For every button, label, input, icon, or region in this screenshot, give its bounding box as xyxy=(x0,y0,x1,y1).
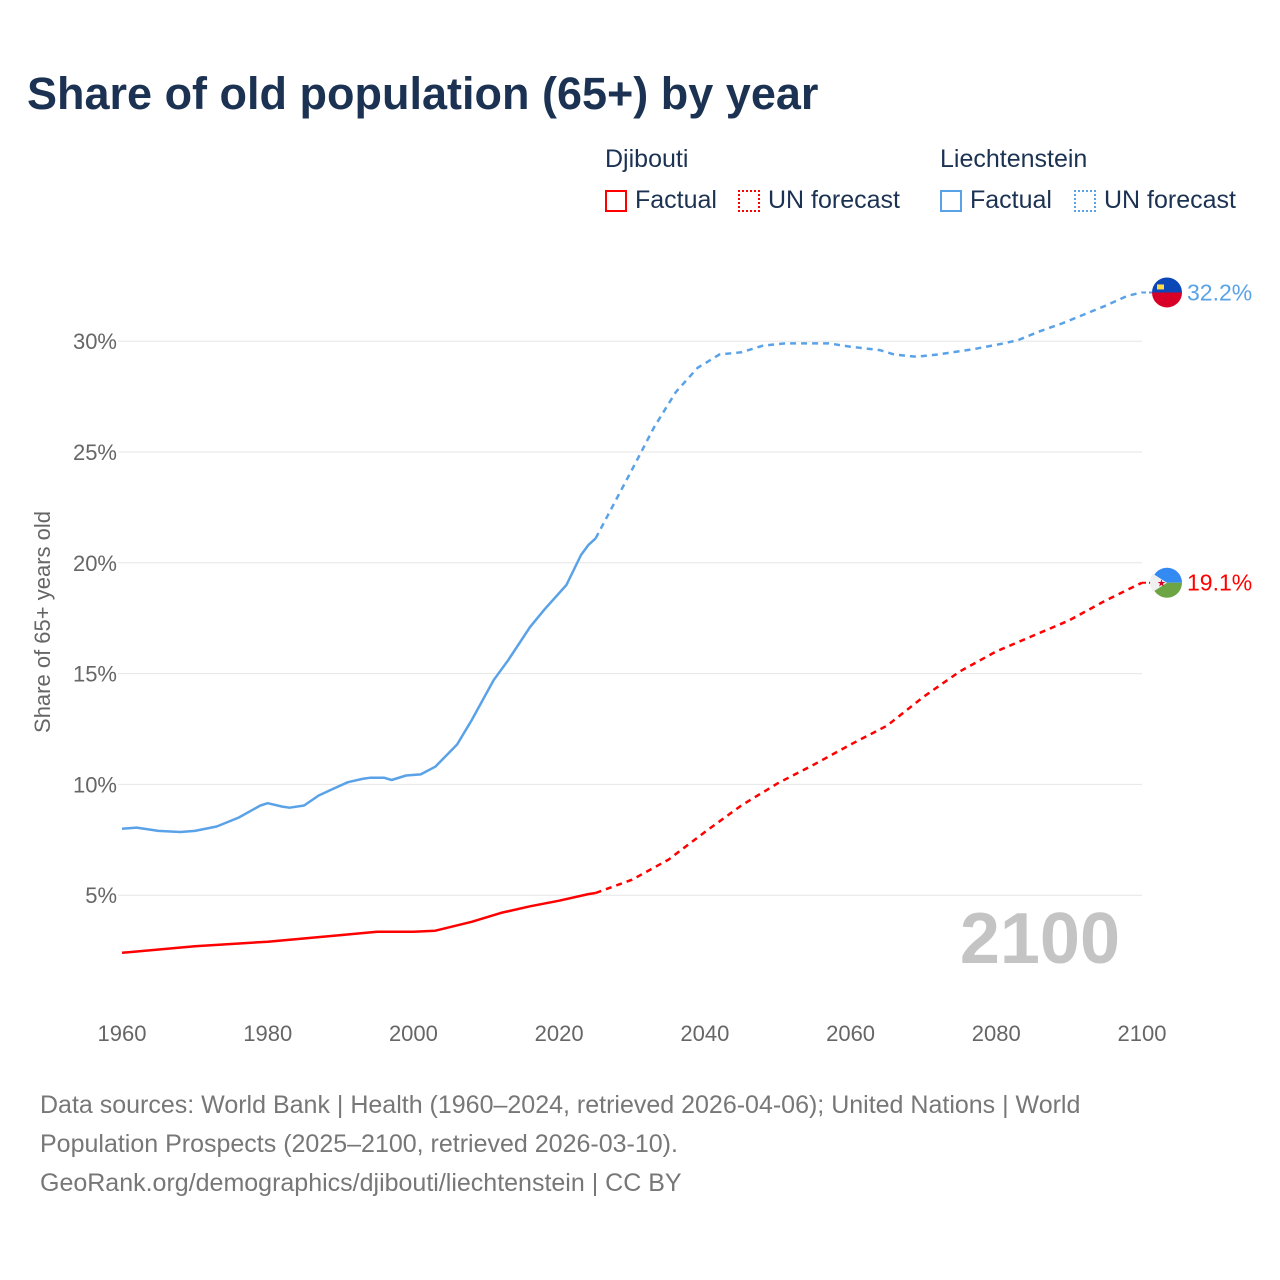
chart-title: Share of old population (65+) by year xyxy=(27,68,819,119)
crown-icon xyxy=(1157,284,1164,290)
legend-liechtenstein-heading: Liechtenstein xyxy=(940,145,1088,173)
footer-sources-2: Population Prospects (2025–2100, retriev… xyxy=(40,1130,678,1158)
djibouti-factual-line xyxy=(121,891,596,955)
solid-swatch-icon xyxy=(940,189,962,212)
x-tick-label: 2040 xyxy=(680,1021,729,1046)
flag-part xyxy=(1150,573,1167,592)
y-tick-label: 25% xyxy=(73,440,117,465)
x-tick-label: 1980 xyxy=(243,1021,292,1046)
liechtenstein-factual-line xyxy=(121,537,597,834)
flag-part xyxy=(1152,292,1182,308)
y-axis-label: Share of 65+ years old xyxy=(30,511,55,733)
footer-sources-1: Data sources: World Bank | Health (1960–… xyxy=(40,1091,1081,1119)
year-overlay: 2100 xyxy=(960,899,1120,979)
djibouti-end-label: 19.1% xyxy=(1187,570,1252,596)
y-tick-label: 20% xyxy=(73,551,117,576)
legend-label: UN forecast xyxy=(768,186,900,214)
legend-label: UN forecast xyxy=(1104,186,1236,214)
dotted-swatch-icon xyxy=(738,189,760,212)
liechtenstein-end-label: 32.2% xyxy=(1187,279,1252,305)
footer-link[interactable]: GeoRank.org/demographics/djibouti/liecht… xyxy=(40,1169,682,1197)
legend-liechtenstein-factual[interactable]: Factual xyxy=(940,186,1052,215)
star-icon: ★ xyxy=(1157,579,1166,590)
y-tick-label: 30% xyxy=(73,329,117,354)
legend-djibouti-factual[interactable]: Factual xyxy=(605,186,717,215)
liechtenstein-forecast-line xyxy=(594,291,1143,539)
legend-djibouti-forecast[interactable]: UN forecast xyxy=(738,186,900,215)
liechtenstein-flag-icon xyxy=(1152,277,1182,293)
y-tick-label: 15% xyxy=(73,662,117,687)
y-tick-label: 5% xyxy=(85,883,117,908)
legend-label: Factual xyxy=(635,186,717,214)
dotted-swatch-icon xyxy=(1074,189,1096,212)
solid-swatch-icon xyxy=(605,189,627,212)
y-tick-label: 10% xyxy=(73,772,117,797)
legend-liechtenstein-forecast[interactable]: UN forecast xyxy=(1074,186,1236,215)
x-tick-label: 2100 xyxy=(1118,1021,1167,1046)
x-tick-label: 1960 xyxy=(98,1021,147,1046)
x-tick-label: 2000 xyxy=(389,1021,438,1046)
x-tick-label: 2060 xyxy=(826,1021,875,1046)
footer: Data sources: World Bank | Health (1960–… xyxy=(40,1086,1240,1203)
x-tick-label: 2080 xyxy=(972,1021,1021,1046)
legend-label: Factual xyxy=(970,186,1052,214)
djibouti-forecast-line xyxy=(595,581,1143,895)
legend-djibouti-heading: Djibouti xyxy=(605,145,689,173)
x-tick-label: 2020 xyxy=(535,1021,584,1046)
